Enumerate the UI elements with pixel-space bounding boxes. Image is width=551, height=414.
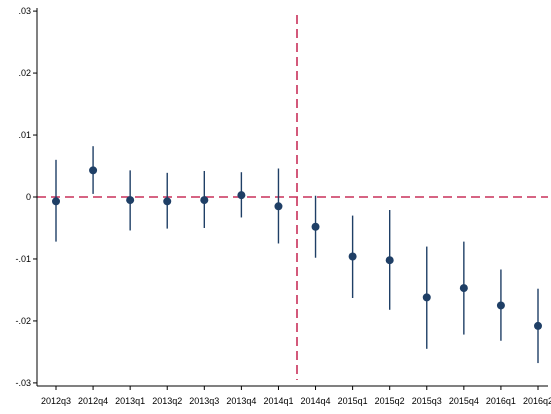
x-tick-label: 2013q2 xyxy=(152,396,182,406)
x-tick-label: 2013q4 xyxy=(226,396,256,406)
point-estimate-2016q1 xyxy=(496,301,505,310)
y-tick-label: -.03 xyxy=(15,378,31,388)
x-tick-label: 2016q2 xyxy=(523,396,551,406)
point-estimate-2015q2 xyxy=(385,256,394,265)
y-tick-label: .01 xyxy=(18,130,31,140)
point-estimate-2015q1 xyxy=(348,252,357,261)
point-estimate-2012q4 xyxy=(89,166,98,175)
axes: -.03 -.02 -.01 0 .01 .02 .03 2012q3 2012q4 2013q1… xyxy=(15,6,551,406)
point-estimate-2015q3 xyxy=(422,293,431,302)
x-tick-label: 2016q1 xyxy=(486,396,516,406)
y-tick-label: -.01 xyxy=(15,254,31,264)
reference-lines xyxy=(37,15,548,380)
point-estimate-2015q4 xyxy=(459,284,468,293)
x-tick-label: 2012q3 xyxy=(41,396,71,406)
point-estimate-2013q2 xyxy=(163,197,172,206)
y-tick-label: .03 xyxy=(18,6,31,16)
point-estimate-2014q1 xyxy=(274,202,283,211)
point-estimate-2013q3 xyxy=(200,196,209,205)
x-tick-label: 2013q3 xyxy=(189,396,219,406)
point-estimates xyxy=(52,166,542,330)
x-tick-label: 2015q2 xyxy=(375,396,405,406)
point-estimate-2012q3 xyxy=(52,197,60,206)
point-estimate-2016q2 xyxy=(534,321,542,330)
x-tick-label: 2012q4 xyxy=(78,396,108,406)
point-estimate-2014q4 xyxy=(311,222,320,231)
x-tick-label: 2015q4 xyxy=(449,396,479,406)
x-tick-label: 2014q1 xyxy=(263,396,293,406)
point-estimate-2013q1 xyxy=(126,196,135,205)
y-tick-label: 0 xyxy=(26,192,31,202)
point-estimate-2013q4 xyxy=(237,191,246,200)
x-tick-label: 2014q4 xyxy=(301,396,331,406)
x-tick-label: 2015q1 xyxy=(338,396,368,406)
x-tick-label: 2015q3 xyxy=(412,396,442,406)
y-tick-label: .02 xyxy=(18,68,31,78)
x-tick-label: 2013q1 xyxy=(115,396,145,406)
y-tick-label: -.02 xyxy=(15,316,31,326)
